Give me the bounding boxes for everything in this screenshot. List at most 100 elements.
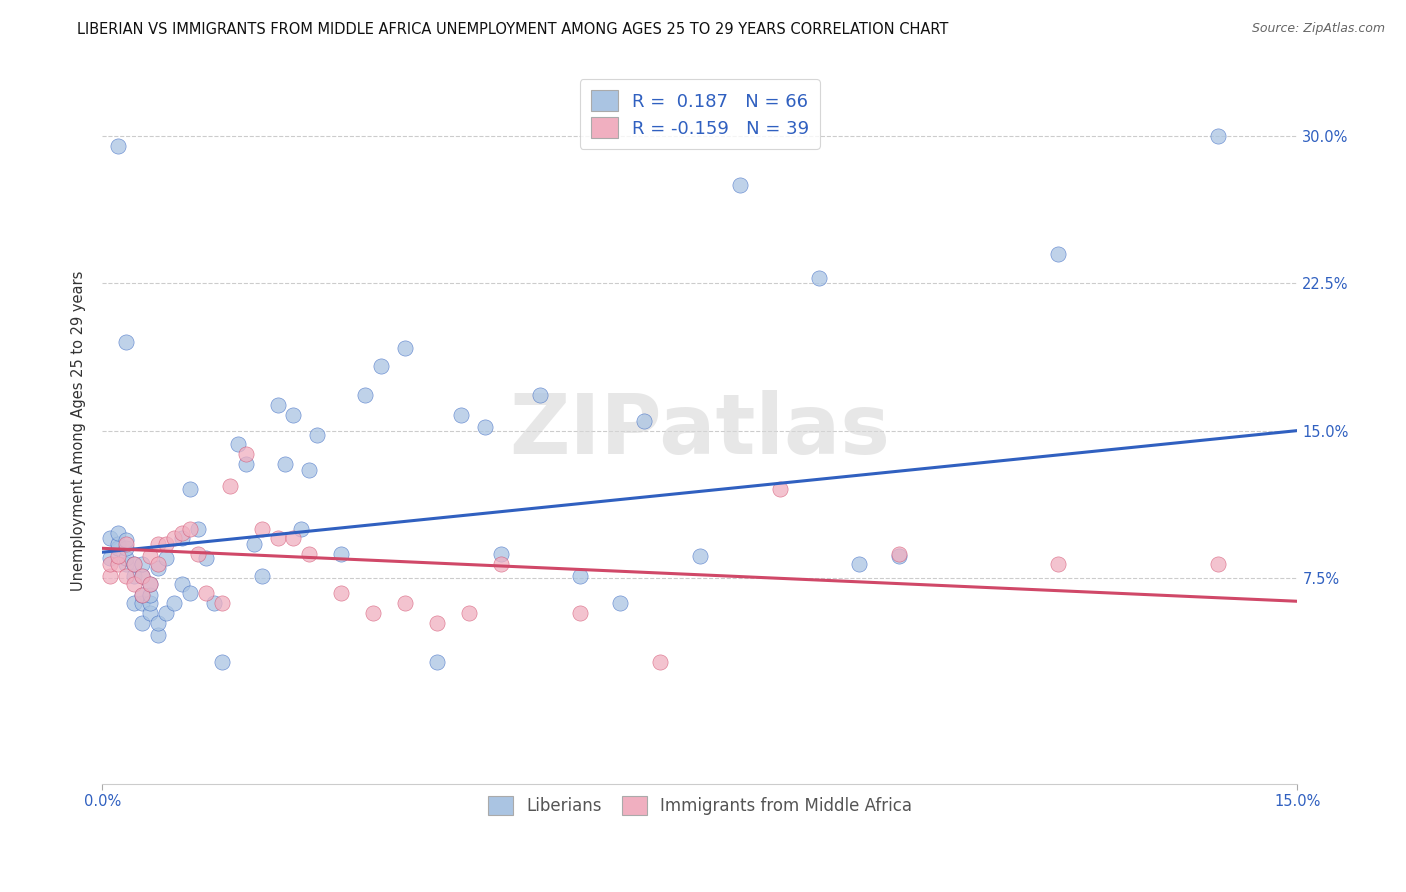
Point [139, 588, 162, 602]
Point [98, 568, 121, 582]
Point [474, 419, 496, 434]
Point [1206, 129, 1229, 144]
Point [98, 532, 121, 546]
Point [131, 568, 153, 582]
Point [170, 532, 193, 546]
Point [330, 586, 353, 600]
Point [1047, 247, 1070, 261]
Point [211, 596, 233, 610]
Point [529, 388, 551, 402]
Point [107, 139, 129, 153]
Point [266, 532, 288, 546]
Point [155, 551, 177, 566]
Point [163, 596, 186, 610]
Point [290, 522, 312, 536]
Point [122, 576, 145, 591]
Point [202, 596, 225, 610]
Point [163, 532, 186, 546]
Point [139, 596, 162, 610]
Point [887, 549, 910, 563]
Point [569, 568, 592, 582]
Point [457, 606, 479, 620]
Point [887, 547, 910, 561]
Point [122, 568, 145, 582]
Text: Source: ZipAtlas.com: Source: ZipAtlas.com [1251, 22, 1385, 36]
Point [370, 359, 392, 373]
Point [131, 568, 153, 582]
Point [146, 615, 169, 630]
Point [146, 561, 169, 575]
Point [179, 522, 201, 536]
Point [131, 557, 153, 571]
Point [115, 568, 138, 582]
Point [146, 537, 169, 551]
Point [283, 532, 305, 546]
Point [283, 408, 305, 422]
Point [266, 398, 288, 412]
Point [115, 537, 138, 551]
Point [1047, 557, 1070, 571]
Point [609, 596, 631, 610]
Point [768, 483, 790, 497]
Point [139, 576, 162, 591]
Point [139, 606, 162, 620]
Point [298, 463, 321, 477]
Point [146, 557, 169, 571]
Point [633, 414, 655, 428]
Point [211, 655, 233, 669]
Point [808, 270, 831, 285]
Point [131, 588, 153, 602]
Point [330, 547, 353, 561]
Y-axis label: Unemployment Among Ages 25 to 29 years: Unemployment Among Ages 25 to 29 years [72, 270, 86, 591]
Legend: Liberians, Immigrants from Middle Africa: Liberians, Immigrants from Middle Africa [478, 786, 922, 825]
Point [569, 606, 592, 620]
Point [648, 655, 671, 669]
Point [298, 547, 321, 561]
Point [194, 551, 217, 566]
Point [139, 576, 162, 591]
Point [131, 596, 153, 610]
Point [235, 447, 257, 461]
Point [170, 576, 193, 591]
Point [155, 537, 177, 551]
Point [146, 627, 169, 641]
Point [426, 615, 449, 630]
Point [122, 596, 145, 610]
Text: LIBERIAN VS IMMIGRANTS FROM MIDDLE AFRICA UNEMPLOYMENT AMONG AGES 25 TO 29 YEARS: LIBERIAN VS IMMIGRANTS FROM MIDDLE AFRIC… [77, 22, 949, 37]
Point [122, 557, 145, 571]
Point [226, 437, 249, 451]
Point [107, 541, 129, 556]
Point [489, 557, 512, 571]
Point [194, 586, 217, 600]
Point [426, 655, 449, 669]
Point [1206, 557, 1229, 571]
Point [307, 427, 329, 442]
Point [361, 606, 384, 620]
Point [115, 551, 138, 566]
Point [394, 341, 416, 355]
Point [489, 547, 512, 561]
Point [689, 549, 711, 563]
Point [122, 557, 145, 571]
Point [107, 525, 129, 540]
Point [98, 551, 121, 566]
Point [131, 615, 153, 630]
Point [354, 388, 377, 402]
Point [115, 541, 138, 556]
Point [170, 525, 193, 540]
Point [179, 483, 201, 497]
Point [187, 522, 209, 536]
Point [450, 408, 472, 422]
Point [242, 537, 264, 551]
Point [235, 457, 257, 471]
Point [394, 596, 416, 610]
Point [107, 557, 129, 571]
Point [848, 557, 870, 571]
Point [250, 522, 273, 536]
Point [131, 588, 153, 602]
Point [115, 335, 138, 350]
Point [250, 568, 273, 582]
Point [728, 178, 751, 193]
Point [107, 549, 129, 563]
Point [274, 457, 297, 471]
